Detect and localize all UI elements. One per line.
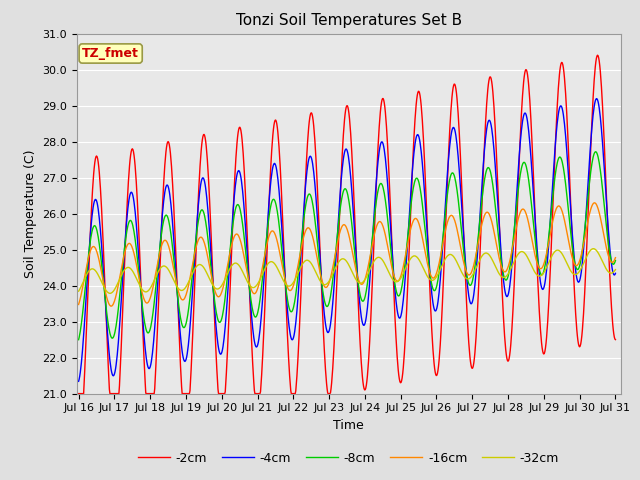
-16cm <box>594 206 602 212</box>
-8cm <box>75 337 83 343</box>
-4cm <box>100 284 108 289</box>
-4cm <box>75 378 83 384</box>
-2cm <box>612 337 620 343</box>
-32cm <box>298 262 306 268</box>
-8cm <box>594 152 602 158</box>
-4cm <box>593 96 600 102</box>
-32cm <box>612 267 620 273</box>
-4cm <box>612 270 620 276</box>
-2cm <box>75 391 83 396</box>
-16cm <box>175 290 182 296</box>
Line: -4cm: -4cm <box>79 99 616 381</box>
-32cm <box>75 288 83 294</box>
-2cm <box>585 199 593 204</box>
-32cm <box>586 249 593 255</box>
-16cm <box>298 241 306 247</box>
-32cm <box>100 285 108 290</box>
-8cm <box>592 149 600 155</box>
Y-axis label: Soil Temperature (C): Soil Temperature (C) <box>24 149 36 278</box>
-8cm <box>298 239 305 244</box>
-2cm <box>391 312 399 318</box>
-4cm <box>298 243 305 249</box>
-16cm <box>586 213 593 218</box>
Legend: -2cm, -4cm, -8cm, -16cm, -32cm: -2cm, -4cm, -8cm, -16cm, -32cm <box>133 447 564 469</box>
-2cm <box>298 278 305 284</box>
-16cm <box>108 303 115 309</box>
-8cm <box>174 299 182 305</box>
X-axis label: Time: Time <box>333 419 364 432</box>
-4cm <box>594 97 602 103</box>
-4cm <box>585 172 593 178</box>
-2cm <box>100 268 108 274</box>
-16cm <box>591 200 598 206</box>
-32cm <box>106 290 114 296</box>
-2cm <box>174 312 182 317</box>
-4cm <box>391 286 399 292</box>
-16cm <box>75 301 83 307</box>
Line: -2cm: -2cm <box>79 55 616 394</box>
-8cm <box>100 288 108 294</box>
Title: Tonzi Soil Temperatures Set B: Tonzi Soil Temperatures Set B <box>236 13 462 28</box>
-16cm <box>392 276 399 282</box>
-32cm <box>589 246 597 252</box>
-32cm <box>594 250 602 256</box>
-2cm <box>594 52 602 58</box>
-32cm <box>392 279 399 285</box>
-32cm <box>175 286 182 292</box>
-16cm <box>100 284 108 290</box>
Text: TZ_fmet: TZ_fmet <box>82 47 139 60</box>
-8cm <box>391 281 399 287</box>
-8cm <box>612 258 620 264</box>
-16cm <box>612 255 620 261</box>
Line: -32cm: -32cm <box>79 249 616 293</box>
Line: -8cm: -8cm <box>79 152 616 340</box>
Line: -16cm: -16cm <box>79 203 616 306</box>
-8cm <box>585 188 593 194</box>
-2cm <box>593 53 601 59</box>
-4cm <box>174 304 182 310</box>
